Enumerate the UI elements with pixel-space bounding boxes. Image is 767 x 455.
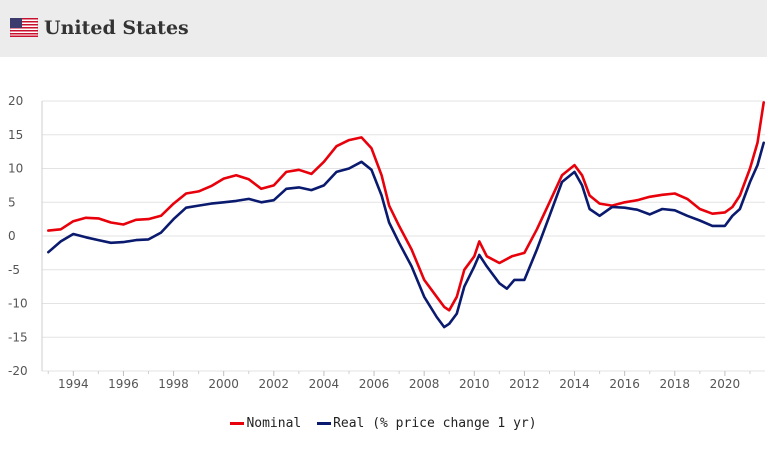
y-tick-label: -5 xyxy=(8,263,20,277)
x-tick-label: 1996 xyxy=(108,377,139,391)
x-tick-label: 2018 xyxy=(660,377,691,391)
legend-label-real: Real (% price change 1 yr) xyxy=(333,416,537,431)
page-title: United States xyxy=(44,17,189,39)
series-line-nominal xyxy=(47,101,765,312)
x-tick-label: 1998 xyxy=(158,377,189,391)
legend-swatch-nominal xyxy=(230,422,245,425)
x-tick-label: 2016 xyxy=(609,377,640,391)
x-tick-label: 2008 xyxy=(409,377,440,391)
series-lines xyxy=(47,101,765,329)
x-tick-label: 2000 xyxy=(208,377,239,391)
legend-item-real: Real (% price change 1 yr) xyxy=(317,416,537,431)
x-tick-label: 2006 xyxy=(359,377,390,391)
x-tick-label: 2012 xyxy=(509,377,540,391)
y-tick-label: 20 xyxy=(8,94,23,108)
series-line-real xyxy=(47,141,765,329)
x-tick-label: 2020 xyxy=(710,377,741,391)
x-tick-label: 1994 xyxy=(58,377,89,391)
axis-ticks: 20 15 10 5 0 -5 -10 -15 -20 1994 1996 1998 2000 2002 2… xyxy=(8,94,751,391)
x-tick-label: 2004 xyxy=(309,377,340,391)
gridlines xyxy=(41,100,765,372)
y-tick-label: 15 xyxy=(8,128,23,142)
line-chart: 20 15 10 5 0 -5 -10 -15 -20 1994 1996 1998 2000 2002 2… xyxy=(8,94,765,391)
y-tick-label: -15 xyxy=(8,330,28,344)
legend-item-nominal: Nominal xyxy=(230,416,301,431)
legend-label-nominal: Nominal xyxy=(246,416,302,431)
y-tick-label: 5 xyxy=(8,195,16,209)
y-tick-label: -10 xyxy=(8,297,28,311)
x-tick-label: 2014 xyxy=(559,377,590,391)
chart-header: United States xyxy=(0,0,767,57)
x-tick-label: 2002 xyxy=(259,377,290,391)
legend-swatch-real xyxy=(317,422,332,425)
x-tick-label: 2010 xyxy=(459,377,490,391)
chart-legend: Nominal Real (% price change 1 yr) xyxy=(0,414,767,434)
us-flag-icon xyxy=(10,18,38,37)
y-tick-label: -20 xyxy=(8,364,28,378)
y-tick-label: 0 xyxy=(8,229,16,243)
y-tick-label: 10 xyxy=(8,162,23,176)
